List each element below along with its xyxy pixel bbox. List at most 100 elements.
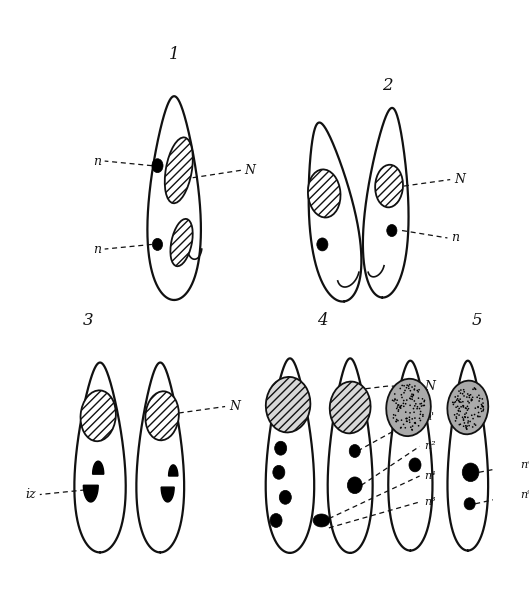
Ellipse shape: [460, 392, 461, 394]
Ellipse shape: [386, 379, 431, 436]
Ellipse shape: [481, 405, 483, 407]
Ellipse shape: [462, 405, 464, 406]
Ellipse shape: [466, 412, 467, 414]
Ellipse shape: [397, 420, 399, 421]
Ellipse shape: [473, 387, 475, 389]
Ellipse shape: [478, 412, 479, 413]
Polygon shape: [169, 465, 178, 476]
Ellipse shape: [462, 405, 464, 407]
Ellipse shape: [266, 377, 311, 433]
Text: n: n: [93, 155, 101, 167]
Ellipse shape: [396, 407, 398, 409]
Ellipse shape: [408, 416, 411, 418]
Ellipse shape: [403, 406, 405, 407]
Ellipse shape: [165, 137, 193, 203]
Ellipse shape: [400, 427, 402, 428]
Ellipse shape: [409, 421, 411, 423]
Ellipse shape: [468, 408, 469, 410]
Ellipse shape: [406, 385, 408, 386]
Ellipse shape: [478, 394, 480, 396]
Ellipse shape: [395, 415, 396, 416]
Ellipse shape: [395, 421, 397, 422]
Ellipse shape: [411, 394, 413, 395]
Ellipse shape: [421, 405, 422, 407]
Ellipse shape: [464, 416, 466, 418]
Ellipse shape: [409, 390, 411, 392]
Ellipse shape: [454, 396, 456, 398]
Ellipse shape: [423, 401, 425, 403]
Text: n': n': [424, 412, 434, 422]
Ellipse shape: [80, 391, 116, 441]
Text: N: N: [229, 400, 240, 413]
Text: N: N: [244, 164, 256, 177]
Text: N: N: [454, 173, 465, 186]
Ellipse shape: [406, 421, 407, 422]
Ellipse shape: [459, 407, 460, 409]
Ellipse shape: [477, 415, 479, 417]
Ellipse shape: [414, 422, 415, 424]
Ellipse shape: [463, 419, 464, 421]
Ellipse shape: [406, 399, 408, 401]
Ellipse shape: [406, 421, 408, 422]
Ellipse shape: [458, 400, 460, 401]
Ellipse shape: [457, 413, 458, 415]
Ellipse shape: [393, 414, 395, 416]
Ellipse shape: [463, 389, 464, 391]
Ellipse shape: [409, 412, 411, 413]
Ellipse shape: [481, 404, 482, 406]
Ellipse shape: [482, 406, 484, 407]
Ellipse shape: [472, 426, 473, 428]
Ellipse shape: [476, 397, 478, 398]
Text: n: n: [451, 232, 459, 244]
Ellipse shape: [467, 416, 469, 418]
Ellipse shape: [405, 412, 407, 413]
Ellipse shape: [452, 404, 454, 406]
Ellipse shape: [279, 490, 291, 504]
Ellipse shape: [453, 402, 455, 403]
Text: 2: 2: [382, 77, 393, 94]
Ellipse shape: [470, 394, 471, 395]
Ellipse shape: [418, 418, 421, 419]
Ellipse shape: [412, 398, 413, 400]
Ellipse shape: [457, 406, 459, 407]
Ellipse shape: [406, 387, 407, 389]
Ellipse shape: [460, 401, 462, 403]
Ellipse shape: [400, 394, 402, 395]
Ellipse shape: [398, 409, 399, 411]
Ellipse shape: [466, 407, 467, 409]
Ellipse shape: [145, 391, 179, 440]
Ellipse shape: [414, 388, 415, 390]
Ellipse shape: [273, 466, 285, 479]
Ellipse shape: [405, 427, 406, 428]
Ellipse shape: [317, 238, 328, 251]
Ellipse shape: [392, 400, 394, 401]
Text: n: n: [93, 242, 101, 256]
Ellipse shape: [466, 396, 468, 398]
Ellipse shape: [420, 410, 422, 412]
Ellipse shape: [469, 397, 470, 398]
Ellipse shape: [396, 419, 397, 421]
Ellipse shape: [482, 410, 484, 412]
Ellipse shape: [469, 421, 471, 422]
Text: n⁴: n⁴: [424, 471, 436, 481]
Ellipse shape: [412, 425, 414, 427]
Ellipse shape: [458, 410, 459, 411]
Ellipse shape: [412, 429, 413, 431]
Ellipse shape: [411, 428, 413, 430]
Ellipse shape: [400, 427, 402, 429]
Ellipse shape: [448, 380, 488, 434]
Ellipse shape: [464, 498, 475, 510]
Ellipse shape: [414, 400, 415, 402]
Ellipse shape: [474, 388, 476, 389]
Ellipse shape: [414, 417, 416, 419]
Ellipse shape: [406, 418, 408, 419]
Text: 3: 3: [83, 312, 93, 329]
Ellipse shape: [399, 406, 401, 407]
Ellipse shape: [459, 398, 461, 400]
Ellipse shape: [468, 402, 470, 404]
Ellipse shape: [470, 400, 472, 401]
Ellipse shape: [414, 422, 416, 424]
Ellipse shape: [396, 400, 398, 401]
Ellipse shape: [477, 416, 479, 418]
Ellipse shape: [409, 397, 411, 399]
